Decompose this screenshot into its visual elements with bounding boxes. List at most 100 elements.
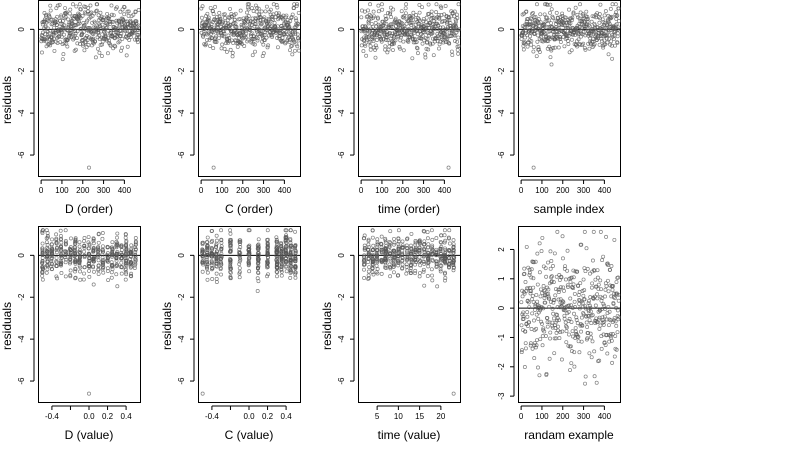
data-point [72,33,77,38]
data-point [275,5,280,10]
data-point [114,258,119,263]
data-point [429,267,434,272]
data-point [383,240,388,245]
data-point [578,29,583,34]
data-point [434,250,439,255]
data-point [608,333,613,338]
data-point [556,290,561,295]
data-point [613,43,617,48]
x-tick-label: -0.4 [45,412,59,421]
data-point [398,35,403,40]
data-point [52,25,56,30]
y-tick-label: -3 [497,392,506,400]
data-point [560,234,565,239]
data-point [362,262,366,267]
data-point [444,27,448,32]
data-point [78,7,83,12]
data-point [53,19,58,24]
data-point [438,247,443,251]
data-point [599,346,604,351]
data-point [290,43,295,48]
data-point [208,36,213,41]
data-point [217,14,222,19]
data-point [200,4,205,9]
data-point [384,35,389,39]
data-point [411,10,416,15]
data-point [50,237,54,242]
data-point [585,16,590,21]
data-point [545,316,550,321]
y-tick-label: -6 [337,377,346,385]
data-point [256,6,261,11]
data-point [442,233,447,238]
data-point [133,236,138,240]
data-point [370,235,375,240]
data-point [585,336,590,341]
data-point [238,257,243,262]
data-point [544,274,549,279]
data-point [581,312,586,317]
data-point [451,255,456,260]
data-point [366,8,370,13]
data-point [54,255,59,260]
data-point [214,241,219,246]
data-point [228,276,233,281]
data-point [552,316,556,321]
data-point [613,2,618,7]
data-point [614,280,619,284]
data-point [115,241,120,246]
data-point [610,360,615,365]
y-tick-label: -4 [177,109,186,117]
data-point [391,248,396,253]
data-point [609,338,614,343]
data-point [87,268,92,273]
data-point [242,44,247,48]
data-point [399,20,404,25]
data-point [522,271,527,276]
y-tick-label: -6 [177,151,186,159]
data-point [232,17,237,22]
data-point [102,29,107,34]
data-point [40,228,45,233]
data-point [366,276,371,281]
data-point [531,45,536,50]
data-point [587,298,591,303]
data-point [373,43,378,48]
data-point [587,351,592,356]
data-point [423,55,428,60]
data-point [375,237,380,242]
data-point [370,248,375,253]
data-point [534,312,539,317]
data-point [544,292,549,297]
data-point [558,297,563,302]
data-point [572,311,576,316]
data-point [265,228,270,233]
y-tick-label: -6 [497,151,506,159]
data-point [561,300,566,305]
data-point [105,22,110,27]
data-point [255,289,260,293]
y-tick-label: -2 [17,293,26,301]
data-point [587,314,592,318]
data-point [263,30,268,35]
data-point [571,275,576,280]
data-point [256,237,261,242]
data-point [586,309,591,314]
data-point [227,39,232,44]
data-point [54,250,59,255]
data-point [387,262,392,267]
data-point [200,251,205,255]
data-point [128,250,133,255]
data-point [208,44,213,48]
y-tick-label: 1 [497,276,506,281]
data-point [521,316,526,321]
data-point [220,42,225,47]
x-tick-label: 0.0 [243,412,255,421]
data-point [532,341,537,345]
data-point [548,10,553,15]
data-point [135,40,140,45]
plot-frame [358,0,461,177]
data-point [256,18,261,23]
data-point [379,234,384,239]
data-point [252,42,257,47]
